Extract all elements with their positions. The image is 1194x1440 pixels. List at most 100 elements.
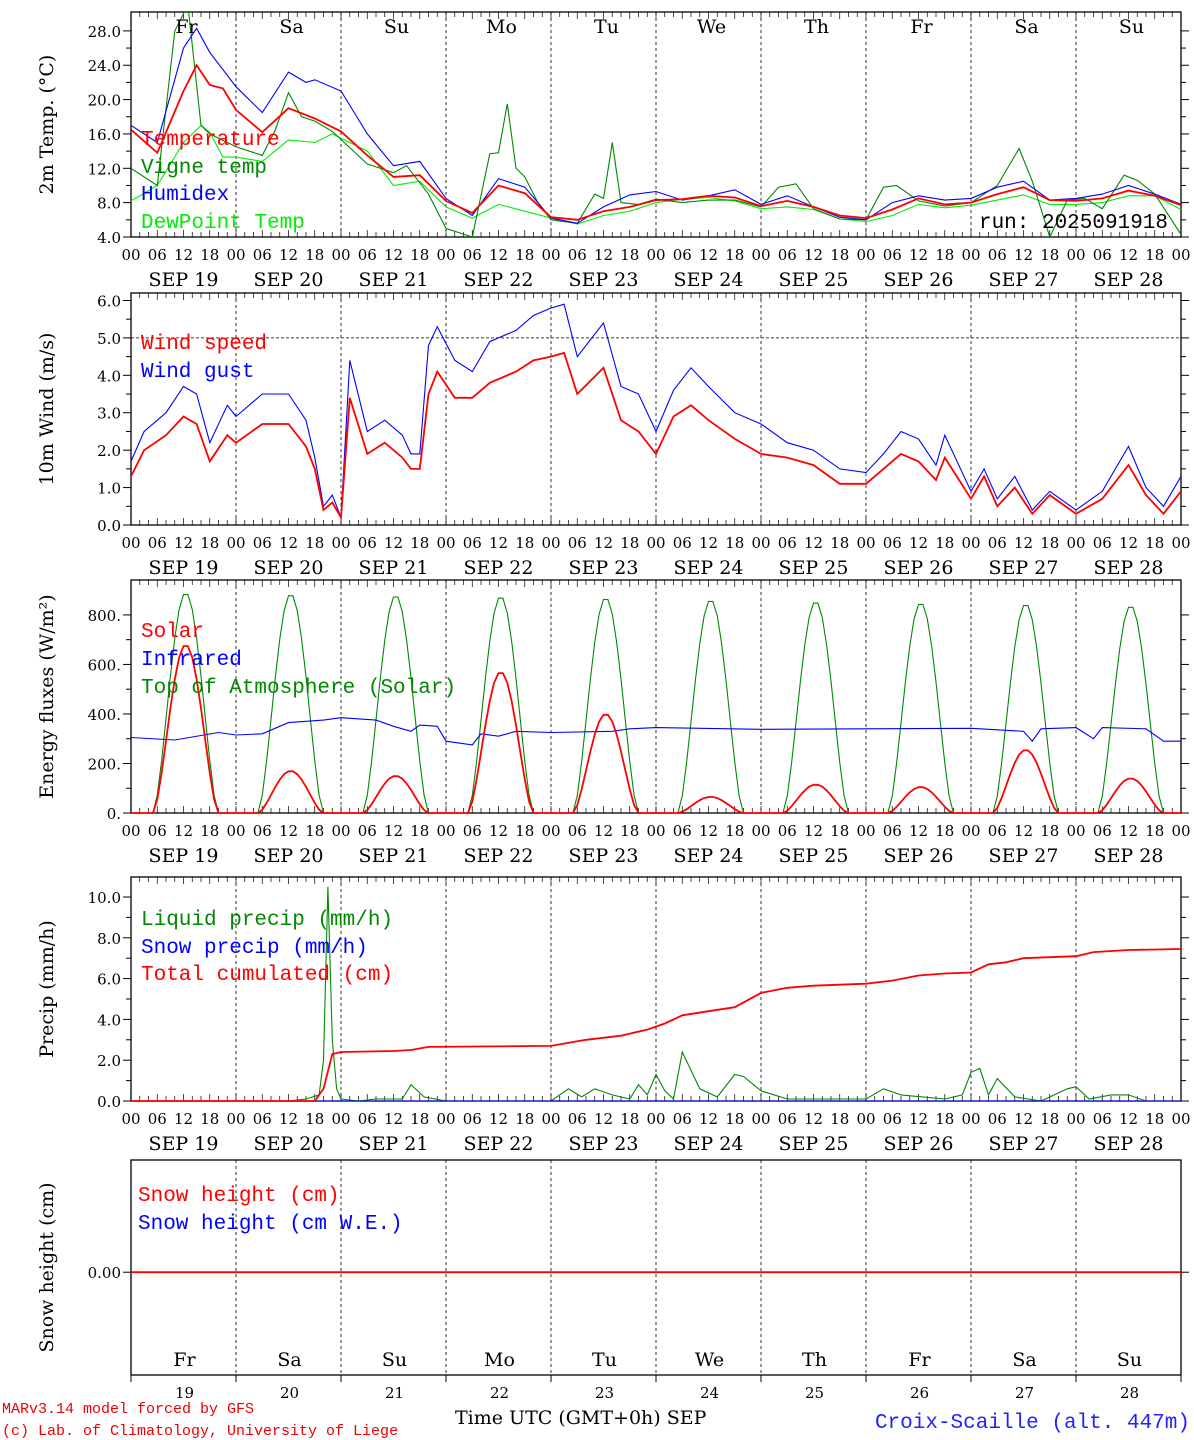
x-hour-label: 12 [1119, 1110, 1138, 1128]
x-hour-label: 00 [1171, 246, 1190, 264]
x-hour-label: 00 [226, 534, 245, 552]
x-hour-label: 06 [253, 534, 272, 552]
x-hour-label: 18 [1040, 1110, 1059, 1128]
x-date-label: SEP 26 [884, 1133, 954, 1155]
x-hour-label: 00 [121, 246, 140, 264]
x-hour-label: 12 [909, 822, 928, 840]
x-hour-label: 12 [1119, 822, 1138, 840]
x-hour-label: 06 [883, 534, 902, 552]
y-tick-label: 600. [88, 656, 121, 674]
day-number-label: 22 [490, 1384, 509, 1402]
x-hour-label: 00 [226, 1110, 245, 1128]
panel-2m-temp-c: 4.0 8.0 12.0 16.0 20.0 24.0 28.0 2m Temp. (°C) T… [36, 11, 1191, 291]
legend-snow-height-cm: Snow height (cm) [138, 1185, 340, 1208]
y-tick-label: 4.0 [97, 1011, 121, 1029]
x-date-label: SEP 22 [464, 557, 534, 579]
series-line-dewpoint-temp [131, 124, 1181, 225]
x-hour-label: 18 [1040, 246, 1059, 264]
y-tick-label: 6.0 [97, 971, 121, 989]
plot-frame [130, 11, 1182, 238]
x-date-label: SEP 23 [569, 1133, 639, 1155]
x-hour-label: 00 [646, 822, 665, 840]
x-hour-label: 18 [200, 534, 219, 552]
x-date-label: SEP 24 [674, 269, 744, 291]
day-number-label: 23 [595, 1384, 614, 1402]
x-date-label: SEP 28 [1094, 1133, 1164, 1155]
x-hour-label: 18 [515, 534, 534, 552]
x-hour-label: 12 [489, 246, 508, 264]
x-hour-label: 06 [778, 822, 797, 840]
y-tick-label: 3.0 [97, 405, 121, 423]
x-hour-label: 12 [699, 534, 718, 552]
y-axis-label: Snow height (cm) [36, 1182, 58, 1352]
x-hour-label: 12 [1014, 822, 1033, 840]
x-hour-label: 18 [830, 822, 849, 840]
day-number-label: 20 [280, 1384, 299, 1402]
y-tick-label: 2.0 [97, 442, 121, 460]
series-line-liquid-precip-mm-h [131, 886, 1181, 1101]
x-hour-label: 00 [541, 822, 560, 840]
x-hour-label: 12 [699, 246, 718, 264]
x-hour-label: 12 [804, 1110, 823, 1128]
x-date-label: SEP 24 [674, 1133, 744, 1155]
weekday-label: Th [802, 1349, 827, 1371]
x-hour-label: 18 [515, 822, 534, 840]
x-date-label: SEP 25 [779, 269, 849, 291]
y-tick-label: 10.0 [88, 889, 121, 907]
station-title: Croix-Scaille (alt. 447m) [875, 1412, 1190, 1435]
x-hour-label: 12 [279, 822, 298, 840]
x-hour-label: 18 [935, 1110, 954, 1128]
x-date-label: SEP 20 [254, 845, 324, 867]
x-hour-label: 00 [1066, 822, 1085, 840]
x-hour-label: 06 [988, 822, 1007, 840]
x-hour-label: 00 [541, 534, 560, 552]
x-hour-label: 00 [646, 534, 665, 552]
weekday-label: Su [1119, 16, 1144, 38]
x-hour-label: 06 [778, 534, 797, 552]
day-number-label: 27 [1015, 1384, 1034, 1402]
legend-vigne-temp: Vigne temp [141, 157, 267, 180]
weekday-label: Su [382, 1349, 407, 1371]
x-hour-label: 06 [883, 246, 902, 264]
weekday-label: We [697, 16, 726, 38]
weekday-label: Sa [277, 1349, 301, 1371]
x-date-label: SEP 19 [149, 1133, 219, 1155]
weekday-label: Th [804, 16, 829, 38]
x-hour-label: 00 [646, 246, 665, 264]
y-tick-label: 4.0 [97, 229, 121, 247]
x-hour-label: 00 [436, 534, 455, 552]
weekday-label: Su [384, 16, 409, 38]
day-number-label: 28 [1120, 1384, 1139, 1402]
day-number-label: 26 [910, 1384, 929, 1402]
x-hour-label: 12 [1119, 534, 1138, 552]
x-hour-label: 00 [961, 534, 980, 552]
x-hour-label: 06 [358, 1110, 377, 1128]
x-hour-label: 12 [174, 822, 193, 840]
x-hour-label: 18 [830, 246, 849, 264]
x-hour-label: 00 [436, 1110, 455, 1128]
x-date-label: SEP 26 [884, 845, 954, 867]
x-date-label: SEP 25 [779, 845, 849, 867]
y-tick-label: 0.00 [88, 1264, 121, 1282]
x-hour-label: 12 [699, 1110, 718, 1128]
x-hour-label: 18 [935, 822, 954, 840]
x-hour-label: 18 [620, 1110, 639, 1128]
x-hour-label: 06 [1093, 1110, 1112, 1128]
panel-energy-fluxes-w-m: 0. 200. 400. 600. 800. Energy fluxes (W/m²) So… [36, 579, 1191, 867]
y-tick-label: 800. [88, 607, 121, 625]
x-hour-label: 12 [594, 534, 613, 552]
weekday-label: Fr [908, 1349, 931, 1371]
legend-infrared: Infrared [141, 649, 242, 672]
x-hour-label: 18 [830, 1110, 849, 1128]
y-tick-label: 2.0 [97, 1052, 121, 1070]
x-hour-label: 00 [751, 246, 770, 264]
x-date-label: SEP 22 [464, 1133, 534, 1155]
x-hour-label: 06 [148, 246, 167, 264]
x-hour-label: 18 [200, 246, 219, 264]
x-hour-label: 06 [463, 1110, 482, 1128]
x-hour-label: 00 [541, 1110, 560, 1128]
series-line-solar [131, 645, 1181, 813]
x-hour-label: 00 [331, 822, 350, 840]
x-date-label: SEP 23 [569, 845, 639, 867]
